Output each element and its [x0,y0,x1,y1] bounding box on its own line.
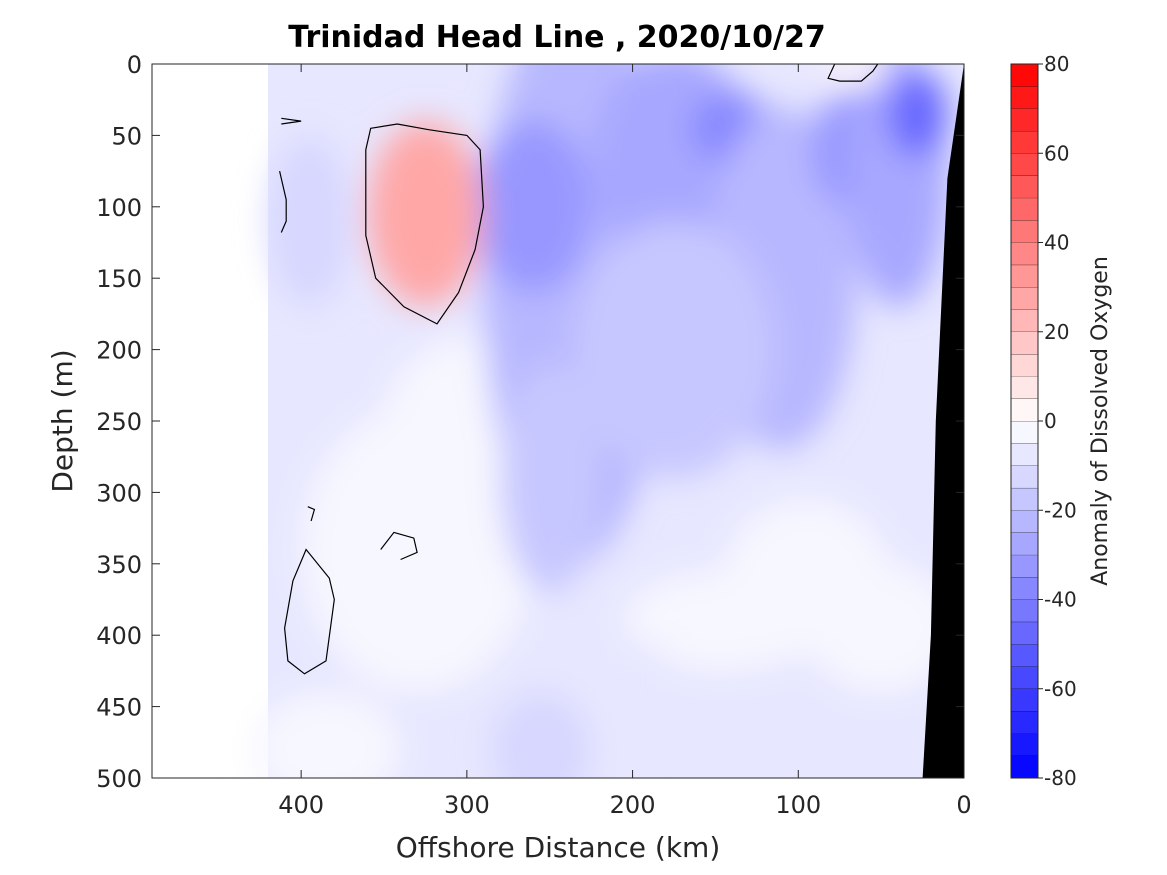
x-tick-label: 0 [956,791,971,819]
anomaly-blob [823,64,890,86]
zero-contour-line [283,548,335,675]
colorbar-level [1011,287,1038,310]
anomaly-field [251,64,964,778]
colorbar-level [1011,465,1038,488]
colorbar-tick-label: 80 [1044,52,1069,76]
colorbar-level [1011,532,1038,555]
colorbar-level [1011,755,1038,778]
y-tick-label: 150 [96,265,142,293]
y-tick-label: 0 [127,51,142,79]
colorbar-tick-label: 40 [1044,231,1069,255]
colorbar-level [1011,108,1038,131]
colorbar-level [1011,331,1038,355]
colorbar-level [1011,666,1038,689]
colorbar-level [1011,421,1038,444]
colorbar: 80 60 40 20 0 -20 -40 -60 -80 [1010,52,1077,790]
y-tick-label: 50 [111,122,142,150]
y-tick-label: 450 [96,694,142,722]
colorbar-level [1011,711,1038,734]
chart-title: Trinidad Head Line , 2020/10/27 [288,20,825,55]
colorbar-tick-label: 20 [1044,320,1069,344]
colorbar-tick-label: -20 [1044,498,1077,522]
zero-contour-line [307,506,316,522]
anomaly-blob [500,363,600,593]
zero-contours [279,64,879,675]
colorbar-level [1011,443,1038,466]
y-tick-label: 100 [96,194,142,222]
colorbar-level [1011,510,1038,533]
colorbar-level [1011,398,1038,421]
zero-contour-line [279,170,287,233]
anomaly-blob [268,135,351,307]
y-tick-label: 400 [96,622,142,650]
colorbar-level [1011,197,1038,221]
colorbar-level [1011,242,1038,265]
x-tick-label: 100 [775,791,821,819]
anomaly-blob [475,121,592,293]
y-tick-label: 500 [96,765,142,793]
zero-contour-line [827,64,879,82]
field-blobs [251,64,956,778]
anomaly-blob [367,121,484,307]
x-axis-label: Offshore Distance (km) [396,831,721,864]
colorbar-level [1011,554,1038,578]
colorbar-level [1011,86,1038,109]
colorbar-tick-label: 0 [1044,409,1057,433]
colorbar-level [1011,264,1038,288]
seafloor [922,64,964,778]
colorbar-level [1011,130,1038,154]
seafloor-fill [922,64,964,778]
x-tick-label: 300 [444,791,490,819]
anomaly-blob [806,563,956,693]
colorbar-level [1011,354,1038,377]
y-tick-label: 350 [96,551,142,579]
y-axis-label: Depth (m) [46,349,79,492]
x-tick-label: 200 [610,791,656,819]
y-tick-label: 300 [96,479,142,507]
zero-contour-line [365,123,485,325]
y-tick-label: 250 [96,408,142,436]
anomaly-blob [251,692,401,778]
anomaly-blob [574,221,774,479]
colorbar-level [1011,309,1038,332]
colorbar-level [1011,376,1038,399]
colorbar-label: Anomaly of Dissolved Oxygen [1088,256,1113,586]
anomaly-blob [491,692,592,778]
colorbar-tick-label: -60 [1044,677,1077,701]
colorbar-level [1011,621,1038,645]
zero-contour-line [380,531,418,561]
colorbar-tick-label: -80 [1044,766,1077,790]
colorbar-level [1011,487,1038,511]
x-tick-label: 400 [278,791,324,819]
zero-contour-line [281,117,302,125]
anomaly-blob [887,71,948,157]
colorbar-level [1011,599,1038,622]
colorbar-level [1011,644,1038,667]
colorbar-level [1011,175,1038,198]
colorbar-level [1011,220,1038,243]
y-tick-label: 200 [96,337,142,365]
colorbar-tick-label: -40 [1044,588,1077,612]
colorbar-level [1011,733,1038,756]
colorbar-level [1011,153,1038,176]
colorbar-tick-label: 60 [1044,141,1069,165]
plot-area [151,63,965,779]
colorbar-level [1011,577,1038,600]
y-axis: 0 50 100 150 200 250 300 350 400 450 500 [96,51,964,793]
x-axis: 400 300 200 100 0 [278,64,972,819]
colorbar-level [1011,688,1038,712]
colorbar-level [1011,64,1038,87]
